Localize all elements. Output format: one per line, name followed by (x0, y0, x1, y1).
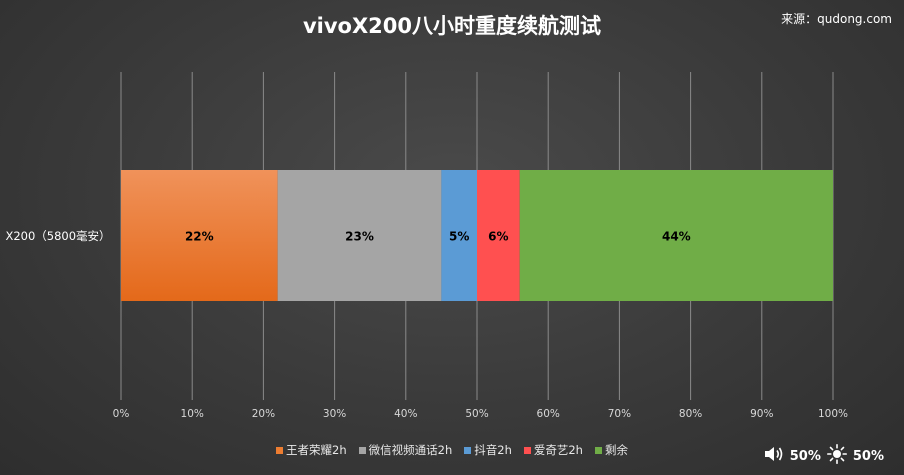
legend-item: 爱奇艺2h (523, 442, 583, 458)
x-tick-label: 10% (181, 408, 204, 420)
x-tick-label: 70% (608, 408, 631, 420)
legend-swatch (464, 446, 472, 454)
category-label: X200（5800毫安） (5, 229, 110, 243)
bar-segment (121, 170, 278, 301)
x-tick-label: 40% (394, 408, 417, 420)
data-label: 23% (345, 230, 374, 244)
legend-item: 抖音2h (464, 442, 512, 458)
x-tick-label: 60% (537, 408, 560, 420)
sun-icon (826, 444, 847, 468)
legend-swatch (358, 446, 366, 454)
x-tick-label: 100% (818, 408, 848, 420)
bar-segment (277, 170, 442, 301)
status-overlay: 50% 50% (764, 444, 884, 468)
volume-value: 50% (789, 448, 821, 464)
data-label: 44% (662, 230, 691, 244)
chart-plot: 22% 23% 5% 6% 44% 0% 10% 20% 30% 40% 50% 60% 70% 80%… (5, 72, 849, 420)
x-tick-label: 30% (323, 408, 346, 420)
legend-item: 王者荣耀2h (276, 442, 347, 458)
legend-item: 微信视频通话2h (358, 442, 453, 458)
x-tick-label: 50% (465, 408, 488, 420)
brightness-value: 50% (852, 448, 884, 464)
bar-segment (519, 170, 833, 301)
legend-label: 王者荣耀2h (286, 443, 347, 457)
data-label: 22% (185, 230, 214, 244)
legend-swatch (523, 446, 531, 454)
legend-label: 剩余 (604, 443, 628, 457)
x-tick-label: 90% (750, 408, 773, 420)
legend-swatch (276, 446, 284, 454)
chart-title: vivoX200八小时重度续航测试 (302, 14, 602, 38)
x-tick-label: 80% (679, 408, 702, 420)
chart-legend: 王者荣耀2h 微信视频通话2h 抖音2h 爱奇艺2h 剩余 (0, 442, 904, 458)
legend-item: 剩余 (594, 442, 628, 458)
legend-swatch (594, 446, 602, 454)
bar-segment (477, 170, 520, 301)
x-tick-label: 20% (252, 408, 275, 420)
x-tick-label: 0% (113, 408, 130, 420)
data-label: 6% (488, 230, 508, 244)
data-label: 5% (449, 230, 469, 244)
legend-label: 抖音2h (474, 443, 512, 457)
source-label: 来源：qudong.com (781, 12, 892, 26)
legend-label: 微信视频通话2h (368, 443, 453, 457)
speaker-icon (764, 445, 784, 467)
legend-label: 爱奇艺2h (533, 443, 583, 457)
bar-segment (441, 170, 477, 301)
